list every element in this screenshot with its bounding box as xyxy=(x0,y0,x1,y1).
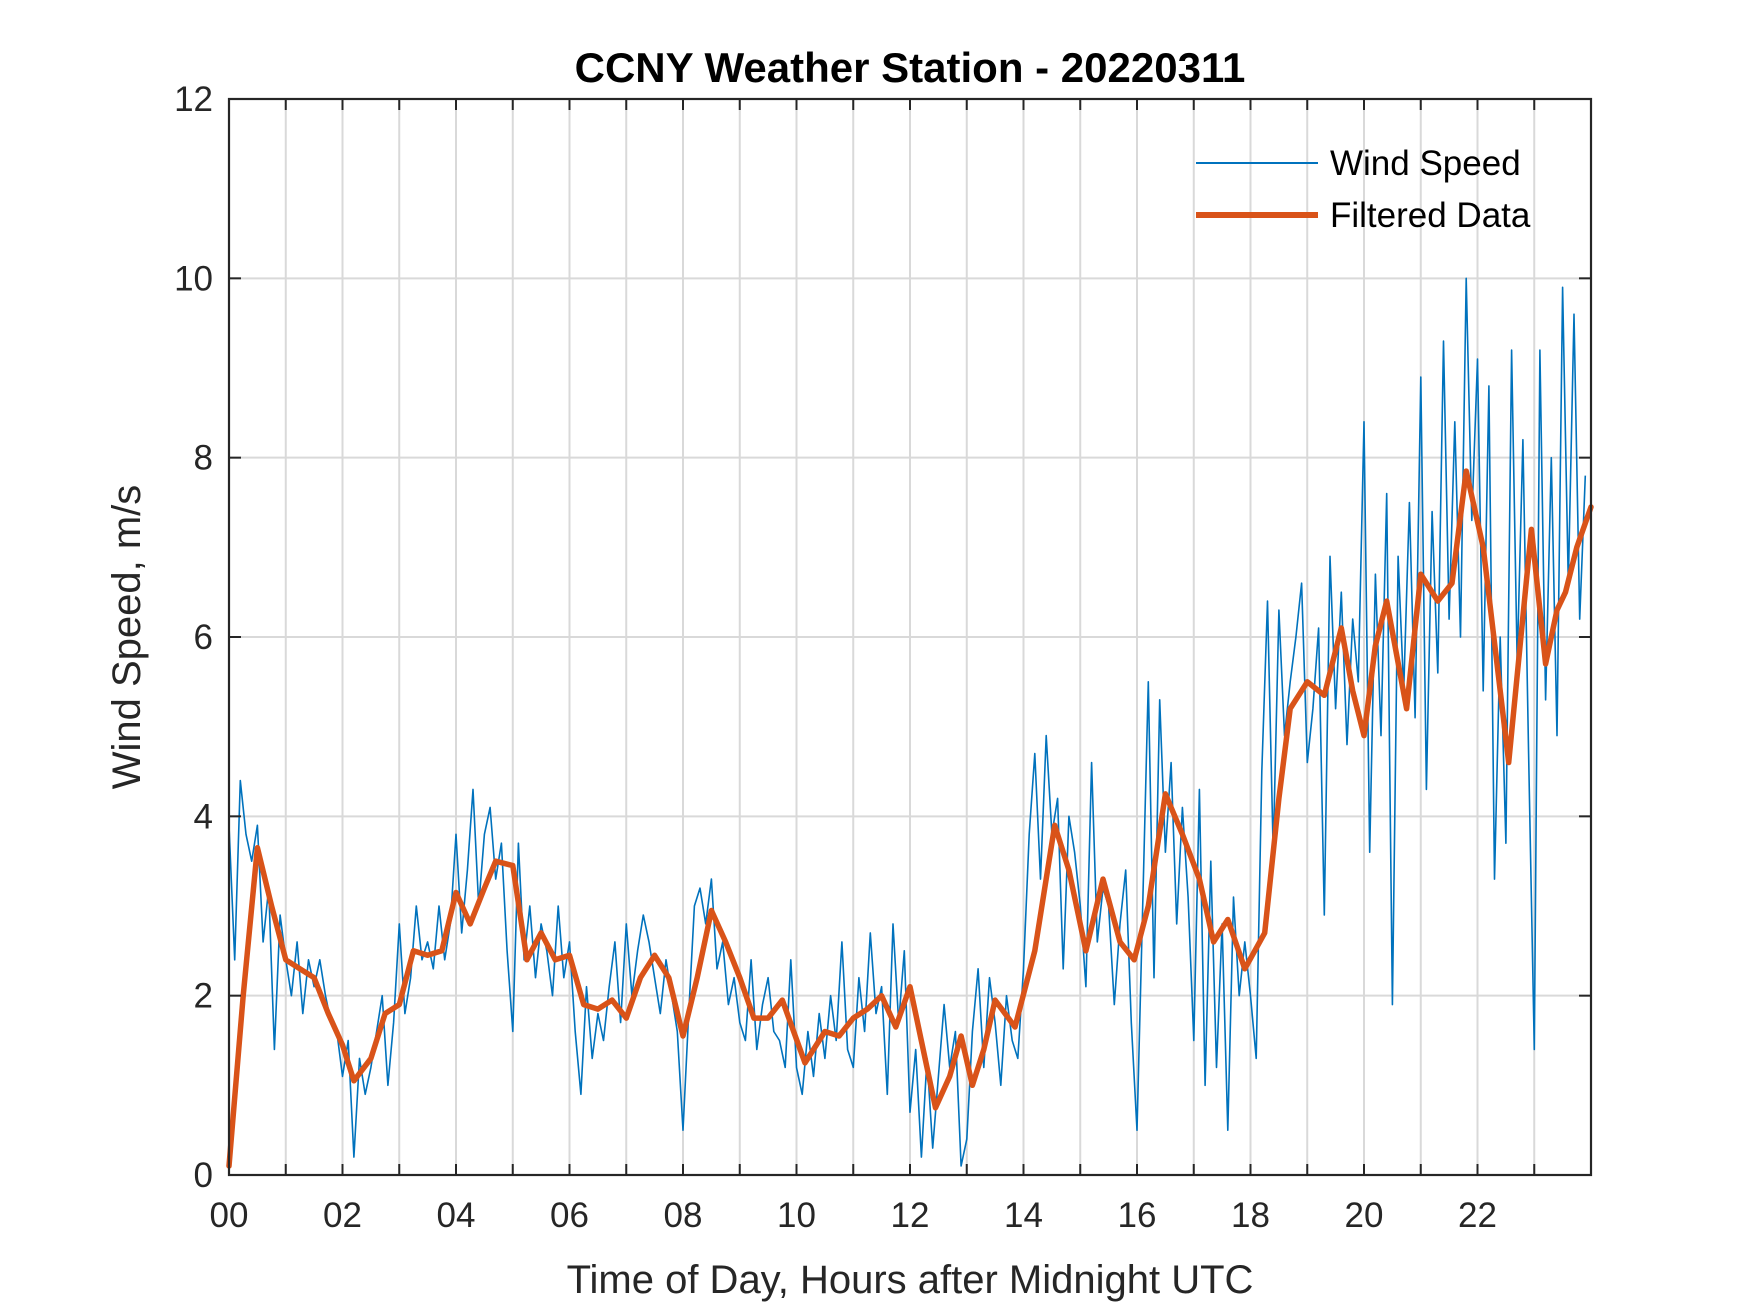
y-tick-label: 6 xyxy=(194,618,213,657)
x-tick-label: 20 xyxy=(1345,1196,1384,1235)
x-tick-label: 14 xyxy=(1004,1196,1043,1235)
y-tick-label: 12 xyxy=(174,80,213,119)
x-tick-label: 16 xyxy=(1118,1196,1157,1235)
x-tick-label: 22 xyxy=(1458,1196,1497,1235)
x-axis-label: Time of Day, Hours after Midnight UTC xyxy=(567,1258,1254,1302)
y-axis-label: Wind Speed, m/s xyxy=(105,485,149,790)
y-tick-label: 4 xyxy=(194,797,213,836)
chart-title: CCNY Weather Station - 20220311 xyxy=(575,44,1246,91)
series-filtered-data xyxy=(226,468,1594,1169)
legend-label-filtered-data: Filtered Data xyxy=(1330,196,1531,235)
x-tick-label: 00 xyxy=(210,1196,249,1235)
x-tick-label: 10 xyxy=(777,1196,816,1235)
x-tick-label: 18 xyxy=(1231,1196,1270,1235)
x-tick-label: 08 xyxy=(664,1196,703,1235)
y-tick-label: 0 xyxy=(194,1156,213,1195)
y-tick-label: 10 xyxy=(174,259,213,298)
series-layer xyxy=(226,277,1594,1169)
x-tick-label: 04 xyxy=(437,1196,476,1235)
legend: Wind Speed Filtered Data xyxy=(1196,144,1531,235)
y-tick-label: 8 xyxy=(194,439,213,478)
x-tick-label: 12 xyxy=(891,1196,930,1235)
x-tick-label: 06 xyxy=(550,1196,589,1235)
series-wind-speed xyxy=(228,277,1587,1167)
y-tick-label: 2 xyxy=(194,977,213,1016)
grid xyxy=(229,99,1591,1175)
legend-label-wind-speed: Wind Speed xyxy=(1330,144,1521,183)
x-tick-label: 02 xyxy=(323,1196,362,1235)
